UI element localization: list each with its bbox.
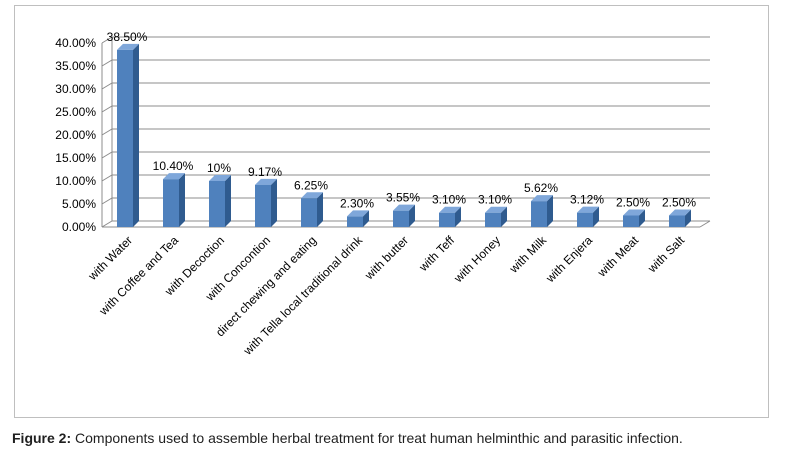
bar-top: [163, 173, 185, 180]
category-label: with Salt: [644, 233, 687, 276]
data-label: 3.12%: [570, 193, 604, 207]
bar-chart: 0.00% 5.00% 10.00% 15.00% 20.00% 25.00% 30.00%…: [55, 30, 711, 358]
data-label: 2.50%: [662, 196, 696, 210]
bar: [485, 212, 501, 227]
data-label: 3.10%: [432, 193, 466, 207]
bar-top: [393, 204, 415, 211]
bar-top: [301, 192, 323, 199]
figure-caption-label: Figure 2:: [12, 430, 72, 446]
data-label: 3.10%: [478, 193, 512, 207]
data-label: 2.50%: [616, 196, 650, 210]
bar-top: [439, 206, 461, 213]
data-label: 10.40%: [153, 159, 194, 173]
data-label: 5.62%: [524, 181, 558, 195]
gridline: [101, 128, 710, 136]
bar-side: [455, 206, 461, 227]
y-tick-label: 15.00%: [55, 151, 96, 165]
bar-top: [117, 43, 139, 50]
data-label: 6.25%: [294, 178, 328, 192]
data-label: 3.55%: [386, 191, 420, 205]
category-label: with Honey: [451, 233, 504, 286]
data-label: 2.30%: [340, 196, 374, 210]
data-label: 38.50%: [107, 30, 148, 44]
y-tick-label: 0.00%: [62, 220, 96, 234]
figure-caption: Figure 2: Components used to assemble he…: [12, 430, 787, 446]
category-label: with Enjera: [543, 233, 596, 286]
figure-caption-text: Components used to assemble herbal treat…: [71, 430, 683, 446]
bar: [439, 212, 455, 227]
gridline: [101, 36, 710, 44]
bar-top: [531, 195, 553, 202]
bar-side: [317, 192, 323, 227]
bar: [301, 198, 317, 227]
bar: [531, 201, 547, 227]
bar: [623, 215, 639, 227]
bar-side: [501, 206, 507, 227]
bar-side: [409, 204, 415, 227]
bar-side: [179, 173, 185, 227]
bar-side: [685, 209, 691, 227]
y-tick-label: 30.00%: [55, 82, 96, 96]
bar-side: [639, 209, 645, 227]
data-label: 9.17%: [248, 165, 282, 179]
bar-side: [547, 195, 553, 227]
bar-side: [133, 43, 139, 228]
y-tick-label: 25.00%: [55, 105, 96, 119]
bar: [209, 181, 225, 227]
data-label: 10%: [207, 161, 231, 175]
bar: [577, 212, 593, 227]
gridline: [101, 151, 710, 159]
bar-top: [485, 206, 507, 213]
bar-top: [347, 210, 369, 217]
y-tick-label: 10.00%: [55, 174, 96, 188]
bar-top: [669, 209, 691, 216]
category-label: with butter: [361, 233, 411, 283]
bar-side: [363, 210, 369, 227]
y-tick-label: 20.00%: [55, 128, 96, 142]
y-tick-label: 40.00%: [55, 36, 96, 50]
floor-right-edge: [699, 220, 711, 228]
bar-side: [225, 175, 231, 227]
bar: [669, 215, 685, 227]
bar-top: [209, 175, 231, 181]
y-tick-label: 5.00%: [62, 197, 96, 211]
bar-top: [255, 178, 277, 185]
bar-side: [593, 206, 599, 227]
bar: [347, 216, 363, 227]
bar: [117, 49, 133, 228]
category-label: with Meat: [594, 233, 641, 280]
gridline: [101, 59, 710, 67]
bar: [255, 184, 271, 227]
gridline: [101, 82, 710, 90]
gridline: [101, 105, 710, 113]
category-label: with Teff: [416, 233, 458, 275]
bar-top: [623, 209, 645, 216]
bar-side: [271, 178, 277, 227]
gridline: [101, 174, 710, 182]
y-tick-label: 35.00%: [55, 59, 96, 73]
bar: [393, 210, 409, 227]
category-label: with Coffee and Tea: [96, 233, 182, 319]
bar: [163, 179, 179, 227]
category-label: with Milk: [506, 233, 550, 277]
bar-top: [577, 206, 599, 213]
